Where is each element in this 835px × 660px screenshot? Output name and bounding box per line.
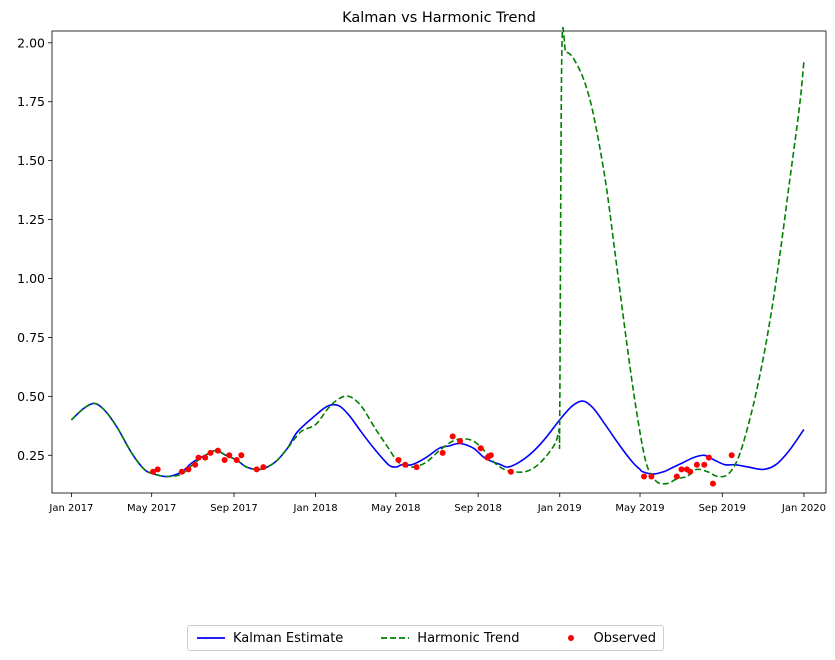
y-tick-label: 1.50 — [17, 153, 45, 168]
legend-swatch-dot — [568, 635, 575, 641]
y-tick-label: 1.25 — [17, 212, 45, 227]
legend: Kalman Estimate Harmonic Trend Observed — [187, 625, 664, 651]
observed-point — [673, 473, 680, 480]
observed-point — [238, 452, 245, 459]
observed-point — [154, 466, 161, 473]
x-tick-label: Sep 2018 — [454, 503, 501, 514]
observed-point — [507, 468, 514, 475]
x-tick-label: Jan 2020 — [781, 503, 826, 514]
observed-point — [192, 461, 199, 468]
plot-area — [70, 26, 805, 487]
y-tick-label: 1.75 — [17, 94, 45, 109]
x-tick-label: Jan 2018 — [293, 503, 338, 514]
x-tick-label: May 2017 — [127, 503, 176, 514]
observed-point — [687, 468, 694, 475]
observed-point — [150, 468, 157, 475]
x-tick-label: Jan 2019 — [537, 503, 582, 514]
observed-point — [693, 461, 700, 468]
legend-item-observed: Observed — [557, 631, 656, 646]
observed-point — [202, 454, 209, 461]
observed-point — [402, 461, 409, 468]
observed-point — [439, 449, 446, 456]
observed-point — [195, 454, 202, 461]
x-tick-label: Jan 2017 — [48, 503, 93, 514]
legend-label-harmonic: Harmonic Trend — [417, 630, 520, 646]
observed-point — [233, 457, 240, 463]
legend-item-kalman: Kalman Estimate — [197, 631, 343, 646]
legend-swatch-dashed-line — [381, 637, 410, 639]
plot-frame — [51, 30, 827, 494]
harmonic-trend-line — [70, 26, 805, 485]
legend-item-harmonic: Harmonic Trend — [381, 631, 519, 646]
x-tick-label: May 2018 — [371, 503, 420, 514]
x-tick-label: Sep 2019 — [699, 503, 746, 514]
observed-point — [487, 452, 494, 459]
observed-point — [457, 438, 464, 445]
observed-point — [178, 468, 185, 475]
observed-point — [207, 449, 214, 456]
y-tick-label: 0.50 — [17, 389, 45, 404]
observed-point — [253, 466, 260, 473]
legend-label-kalman: Kalman Estimate — [233, 630, 344, 646]
observed-point — [395, 457, 402, 463]
observed-point — [709, 480, 716, 487]
y-tick-label: 0.25 — [17, 448, 45, 463]
y-tick-label: 2.00 — [17, 35, 45, 50]
observed-point — [678, 466, 685, 473]
observed-point — [705, 454, 712, 461]
observed-point — [728, 452, 735, 459]
chart-title: Kalman vs Harmonic Trend — [342, 10, 536, 26]
observed-point — [477, 445, 484, 452]
observed-point — [226, 452, 233, 459]
observed-point — [648, 473, 655, 480]
observed-point — [641, 473, 648, 480]
observed-point — [214, 447, 221, 454]
observed-point — [221, 457, 228, 463]
plot-axes: 0.25 0.50 0.75 1.00 1.25 1.50 1.75 2.00 Jan 2017… — [17, 30, 827, 514]
observed-point — [449, 433, 456, 440]
legend-label-observed: Observed — [593, 630, 657, 646]
x-tick-label: Sep 2017 — [210, 503, 257, 514]
observed-point — [701, 461, 708, 468]
observed-point — [260, 464, 267, 471]
observed-point — [185, 466, 192, 473]
y-tick-label: 1.00 — [17, 271, 45, 286]
y-tick-label: 0.75 — [17, 330, 45, 345]
x-tick-label: May 2019 — [615, 503, 664, 514]
legend-swatch-solid-line — [197, 637, 225, 639]
kalman-estimate-line — [70, 400, 805, 478]
observed-point — [413, 464, 420, 471]
